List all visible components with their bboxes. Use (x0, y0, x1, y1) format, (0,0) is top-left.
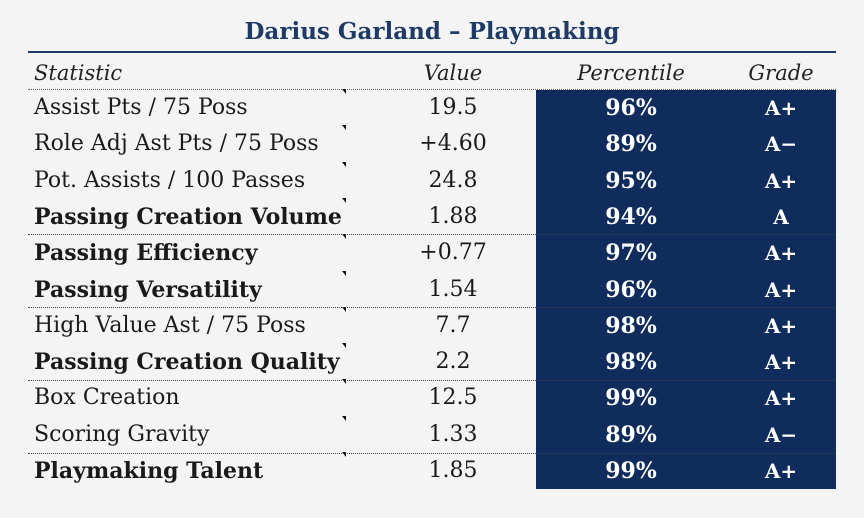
percentile-cell: 94% (605, 203, 657, 230)
percentile-cell: 99% (605, 385, 657, 412)
comment-marker-icon (342, 306, 346, 312)
grade-cell: A+ (764, 386, 798, 411)
header-percentile: Percentile (577, 61, 685, 85)
statistic-cell: Passing Efficiency (34, 240, 258, 267)
grade-cell: A+ (764, 313, 798, 338)
table-row: Passing Versatility 1.54 96% A+ (28, 270, 836, 308)
grade-cell: A+ (764, 241, 798, 266)
statistic-cell: Passing Creation Volume (34, 203, 342, 230)
table-row: Assist Pts / 75 Poss 19.5 96% A+ (28, 89, 836, 126)
grade-cell: A (773, 204, 789, 229)
table-row: Role Adj Ast Pts / 75 Poss +4.60 89% A− (28, 125, 836, 162)
table-row: Passing Creation Quality 2.2 98% A+ (28, 343, 836, 380)
value-cell: 7.7 (435, 312, 471, 338)
statistic-cell: Playmaking Talent (34, 458, 264, 484)
statistic-cell: Passing Versatility (34, 276, 262, 303)
statistic-cell: Box Creation (34, 385, 180, 411)
percentile-cell: 89% (605, 421, 657, 448)
percentile-cell: 96% (605, 95, 657, 121)
percentile-cell: 98% (605, 312, 657, 339)
grade-cell: A− (764, 132, 798, 157)
table-row: Playmaking Talent 1.85 99% A+ (28, 452, 836, 489)
table-row: Box Creation 12.5 99% A+ (28, 379, 836, 416)
comment-marker-icon (342, 270, 346, 276)
value-cell: 1.54 (428, 276, 478, 302)
grade-cell: A− (764, 422, 798, 447)
header-divider (28, 89, 836, 90)
group-divider (28, 453, 836, 454)
comment-marker-icon (342, 452, 346, 457)
statistic-cell: Passing Creation Quality (34, 349, 340, 376)
value-cell: +0.77 (419, 240, 487, 266)
table-row: Pot. Assists / 100 Passes 24.8 95% A+ (28, 161, 836, 199)
statistic-cell: Pot. Assists / 100 Passes (34, 167, 306, 193)
value-cell: +4.60 (419, 131, 487, 157)
percentile-cell: 98% (605, 349, 657, 376)
title-divider (28, 51, 836, 53)
table-row: Passing Efficiency +0.77 97% A+ (28, 234, 836, 271)
table-row: Passing Creation Volume 1.88 94% A (28, 197, 836, 235)
table-row: Scoring Gravity 1.33 89% A− (28, 415, 836, 453)
grade-cell: A+ (764, 350, 798, 375)
value-cell: 1.85 (428, 458, 478, 483)
table-title: Darius Garland – Playmaking (244, 18, 620, 45)
percentile-cell: 97% (605, 240, 657, 267)
value-cell: 24.8 (428, 167, 478, 193)
comment-marker-icon (342, 197, 346, 203)
group-divider (28, 307, 836, 308)
table-header: Statistic Value Percentile Grade (28, 56, 836, 90)
grade-cell: A+ (764, 277, 798, 302)
comment-marker-icon (342, 89, 346, 94)
value-cell: 19.5 (428, 95, 478, 120)
value-cell: 1.33 (428, 421, 478, 447)
statistic-cell: Role Adj Ast Pts / 75 Poss (34, 131, 319, 157)
value-cell: 2.2 (435, 349, 471, 375)
comment-marker-icon (342, 125, 346, 131)
grade-cell: A+ (764, 96, 798, 120)
percentile-cell: 99% (605, 458, 657, 484)
percentile-grade-background (536, 90, 836, 489)
header-value: Value (423, 61, 483, 85)
header-grade: Grade (748, 61, 814, 85)
statistic-cell: High Value Ast / 75 Poss (34, 312, 306, 338)
comment-marker-icon (342, 415, 346, 421)
group-divider (28, 380, 836, 381)
value-cell: 12.5 (428, 385, 478, 411)
grade-cell: A+ (764, 168, 798, 193)
header-statistic: Statistic (34, 61, 123, 85)
comment-marker-icon (342, 161, 346, 167)
group-divider (28, 234, 836, 235)
percentile-cell: 89% (605, 131, 657, 158)
comment-marker-icon (342, 343, 346, 349)
grade-cell: A+ (764, 459, 798, 483)
statistic-cell: Assist Pts / 75 Poss (34, 95, 248, 120)
statistic-cell: Scoring Gravity (34, 421, 210, 447)
percentile-cell: 95% (605, 167, 657, 194)
percentile-cell: 96% (605, 276, 657, 303)
table-row: High Value Ast / 75 Poss 7.7 98% A+ (28, 306, 836, 344)
comment-marker-icon (342, 379, 346, 385)
comment-marker-icon (342, 234, 346, 240)
value-cell: 1.88 (428, 203, 478, 229)
